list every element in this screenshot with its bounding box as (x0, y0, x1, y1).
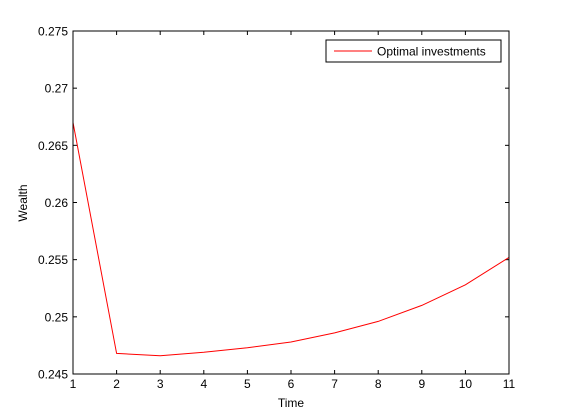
y-tick-label: 0.25 (45, 310, 69, 324)
x-tick-label: 5 (244, 377, 251, 391)
x-tick-label: 10 (459, 377, 473, 391)
x-tick-label: 8 (375, 377, 382, 391)
y-tick-label: 0.26 (45, 196, 69, 210)
x-tick-label: 2 (113, 377, 120, 391)
x-tick-label: 4 (200, 377, 207, 391)
axes-frame (72, 30, 510, 375)
series-layer (72, 122, 510, 357)
x-tick-label: 9 (418, 377, 425, 391)
legend-box (325, 39, 502, 63)
legend: Optimal investments (325, 39, 502, 63)
x-tick-label: 3 (157, 377, 164, 391)
series-line-optimal-investments (72, 122, 510, 357)
tick-labels: 1 2 3 4 5 6 7 8 9 10 11 0.245 0.25 0.255 0.26 0.265 0.27… (38, 25, 516, 392)
x-tick-label: 1 (70, 377, 77, 391)
plot-area (73, 31, 509, 374)
x-tick-label: 7 (331, 377, 338, 391)
y-tick-label: 0.245 (38, 368, 68, 382)
y-tick-label: 0.275 (38, 25, 68, 39)
legend-label-optimal-investments: Optimal investments (377, 45, 486, 59)
x-tick-label: 6 (288, 377, 295, 391)
y-tick-label: 0.27 (45, 82, 69, 96)
y-tick-label: 0.265 (38, 139, 68, 153)
y-tick-label: 0.255 (38, 253, 68, 267)
x-tick-label: 11 (503, 377, 516, 391)
x-axis-label: Time (278, 396, 305, 410)
y-axis-label: Wealth (16, 184, 30, 221)
